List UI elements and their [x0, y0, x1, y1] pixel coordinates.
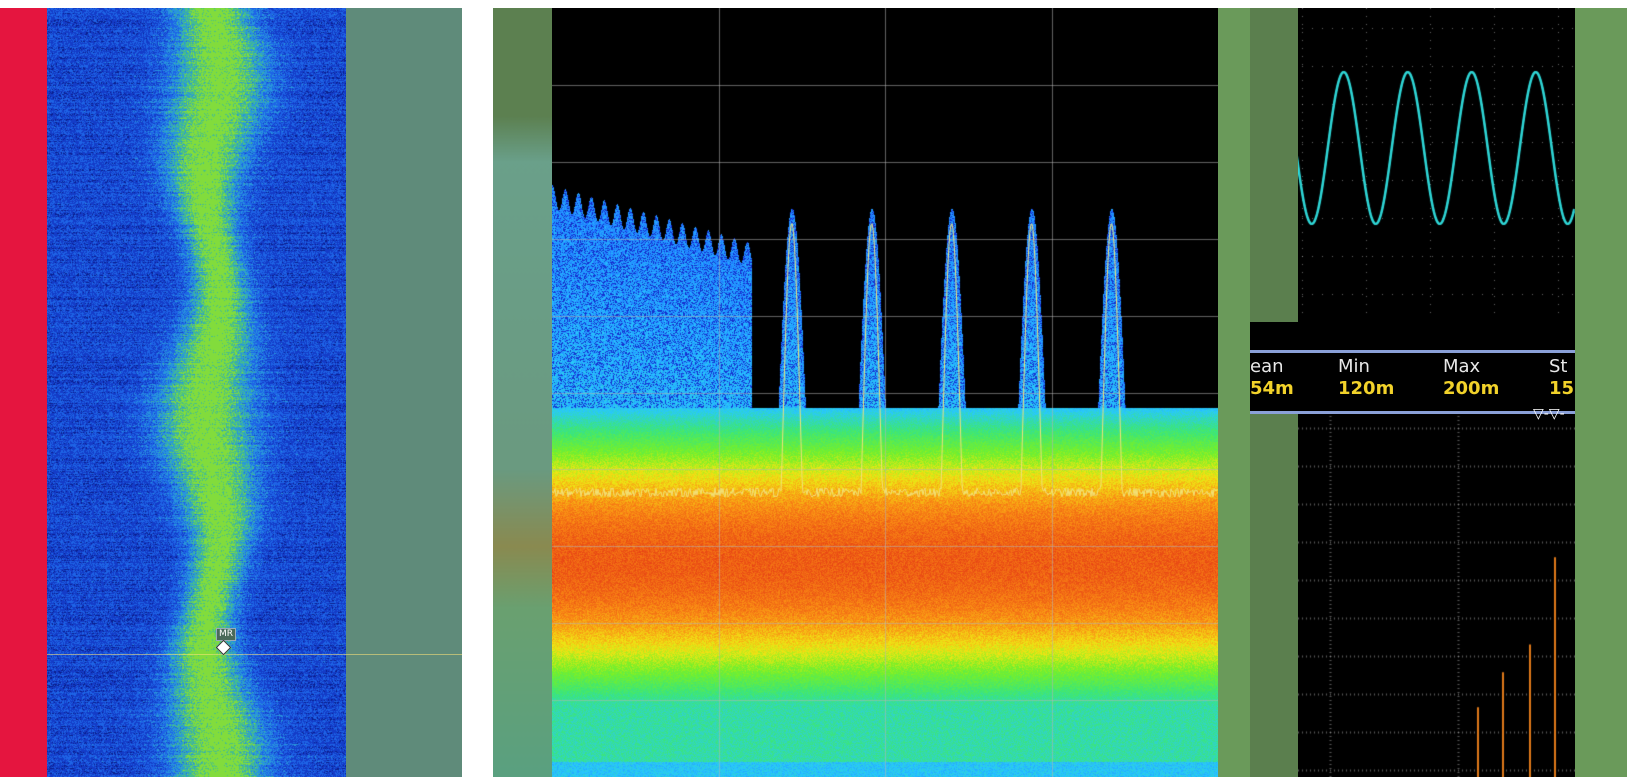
measurement-table[interactable]: ean 54m Min 120m Max 200m St 15 — [1250, 350, 1575, 414]
measurement-header: St — [1549, 356, 1568, 377]
measurement-max: Max 200m — [1443, 356, 1499, 400]
measurement-value: 15 — [1549, 378, 1575, 399]
scope-left-strip — [1218, 8, 1250, 777]
marker-line[interactable] — [47, 654, 462, 655]
spectrogram-side-panel — [346, 8, 462, 777]
scope-right-strip — [1575, 8, 1627, 777]
measurement-mean: ean 54m — [1250, 356, 1294, 400]
spectrogram-display[interactable] — [47, 8, 346, 777]
trigger-marker-icon[interactable]: ▽‐▽‐ — [1533, 406, 1565, 422]
spectrogram-canvas — [47, 8, 346, 777]
measurement-stdev: St 15 — [1549, 356, 1574, 400]
dpx-left-overlay — [493, 8, 552, 777]
measurement-value: 120m — [1338, 378, 1395, 399]
dpx-spectrum-canvas — [552, 8, 1218, 777]
measurement-min: Min 120m — [1338, 356, 1394, 400]
measurement-header: Max — [1443, 356, 1481, 377]
measurement-header: Min — [1338, 356, 1370, 377]
dpx-left-canvas — [493, 8, 552, 777]
marker-label[interactable]: MR — [216, 628, 237, 641]
measurement-header: ean — [1250, 356, 1284, 377]
dpx-spectrum-display[interactable] — [552, 8, 1218, 777]
measurement-value: 200m — [1443, 378, 1500, 399]
accent-bar — [0, 8, 47, 777]
scope-separator — [1250, 322, 1575, 350]
measurement-value: 54m — [1250, 378, 1294, 399]
